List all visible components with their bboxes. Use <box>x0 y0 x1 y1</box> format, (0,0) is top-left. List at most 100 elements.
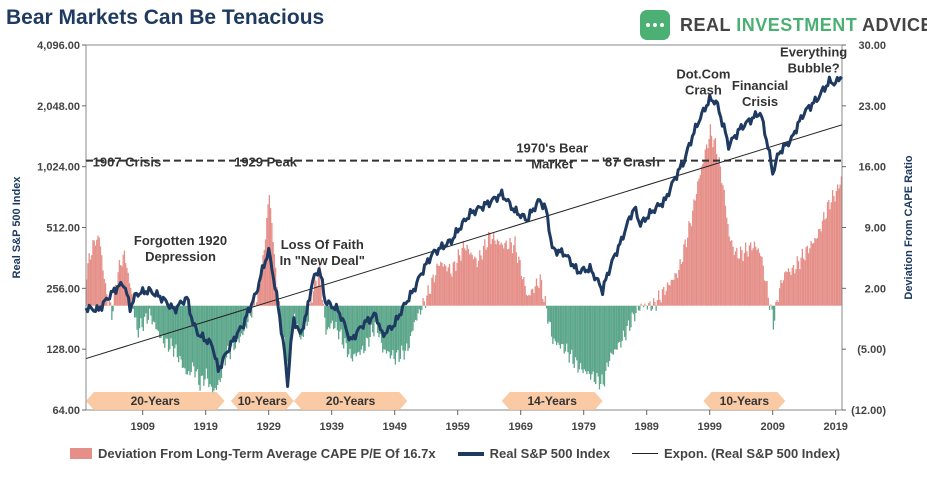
deviation-bar <box>426 295 428 306</box>
deviation-bar <box>412 305 414 331</box>
deviation-bar <box>839 184 841 306</box>
deviation-bar <box>146 305 148 324</box>
deviation-bar <box>624 305 626 337</box>
deviation-bar <box>703 161 705 306</box>
deviation-bar <box>563 305 565 354</box>
annotation-line: 1907 Crisis <box>93 155 162 170</box>
deviation-bar <box>748 245 751 306</box>
deviation-bar <box>448 263 451 306</box>
deviation-bar <box>334 305 336 329</box>
deviation-bar <box>709 124 711 306</box>
annotation-label: 1970's Bear Market <box>516 141 588 172</box>
deviation-bar <box>702 163 704 306</box>
deviation-bar <box>505 240 507 306</box>
deviation-bar <box>506 249 509 306</box>
chat-bubble-icon <box>640 10 670 40</box>
deviation-bar <box>378 305 380 338</box>
deviation-bar <box>734 251 737 306</box>
deviation-bar <box>101 255 103 306</box>
deviation-bar <box>658 290 660 306</box>
deviation-bar <box>525 294 528 306</box>
deviation-bar <box>558 305 560 345</box>
deviation-bar <box>593 305 596 383</box>
deviation-bar <box>128 283 131 306</box>
deviation-bar <box>230 305 233 347</box>
deviation-bar <box>707 148 709 306</box>
deviation-bar <box>615 305 617 350</box>
deviation-bar <box>816 237 819 306</box>
deviation-bar <box>321 299 323 306</box>
deviation-bar <box>123 250 126 306</box>
annotation-line: In "New Deal" <box>280 253 365 268</box>
deviation-bar <box>99 246 102 306</box>
duration-band <box>86 392 225 410</box>
deviation-bar <box>704 149 706 306</box>
deviation-bar <box>296 305 298 324</box>
deviation-bar <box>684 239 686 306</box>
deviation-bar <box>164 305 166 348</box>
deviation-bar <box>591 305 593 375</box>
deviation-bar <box>91 255 93 306</box>
deviation-bar <box>436 263 438 306</box>
deviation-bar <box>618 305 621 342</box>
deviation-bar <box>760 255 762 306</box>
deviation-bar <box>597 305 599 377</box>
deviation-bar <box>815 238 817 306</box>
deviation-bar <box>327 305 330 328</box>
deviation-bar <box>475 258 477 306</box>
deviation-bar <box>617 305 620 343</box>
deviation-bar <box>479 250 481 306</box>
deviation-bar <box>772 305 774 330</box>
deviation-bar <box>195 305 197 372</box>
deviation-bar <box>587 305 589 372</box>
annotation-line: Crisis <box>742 94 778 109</box>
deviation-bar <box>553 305 555 339</box>
deviation-bar <box>756 249 758 306</box>
right-tick-label: 2.00 <box>865 283 886 295</box>
deviation-bar <box>666 282 669 306</box>
deviation-bar <box>427 285 429 306</box>
deviation-bar <box>370 305 373 325</box>
deviation-bar <box>393 305 395 360</box>
deviation-bar <box>181 305 184 369</box>
deviation-bar <box>527 295 529 306</box>
deviation-bar <box>152 305 155 322</box>
deviation-bar <box>492 232 495 306</box>
deviation-bar <box>222 305 224 363</box>
deviation-bar <box>510 242 512 306</box>
x-tick-label: 1999 <box>697 421 721 433</box>
deviation-bar <box>188 305 190 372</box>
deviation-bar <box>568 305 570 363</box>
deviation-bar <box>113 289 116 306</box>
deviation-bar <box>472 259 475 306</box>
deviation-bar <box>537 285 539 306</box>
deviation-bar <box>694 200 696 306</box>
annotation-label: Loss Of Faith In "New Deal" <box>280 237 365 268</box>
deviation-bar <box>477 260 480 306</box>
deviation-bar <box>799 269 801 306</box>
duration-band <box>293 392 408 410</box>
deviation-bar <box>732 246 734 306</box>
deviation-bar <box>500 242 502 306</box>
deviation-bar <box>532 288 534 306</box>
deviation-bar <box>194 305 196 378</box>
deviation-bar <box>395 305 398 353</box>
band-label: 20-Years <box>131 394 181 408</box>
deviation-bar <box>786 272 788 306</box>
deviation-bar <box>509 237 511 306</box>
annotation-label: Forgotten 1920 Depression <box>134 233 227 264</box>
deviation-bar <box>149 305 151 309</box>
deviation-bar <box>775 301 777 306</box>
deviation-bar <box>834 201 836 306</box>
deviation-bar <box>97 235 99 306</box>
deviation-bar <box>738 258 740 306</box>
deviation-bar <box>608 305 611 362</box>
deviation-bar <box>770 304 772 306</box>
deviation-bar <box>833 195 835 306</box>
deviation-bar <box>797 261 800 306</box>
legend-item-trend: Expon. (Real S&P 500 Index) <box>632 446 840 461</box>
deviation-bar <box>820 231 822 306</box>
x-tick-label: 2019 <box>823 421 847 433</box>
deviation-bar <box>529 295 531 306</box>
bands-layer: 20-Years 10-Years 20-Years 14-Years 10-Years <box>86 392 786 410</box>
